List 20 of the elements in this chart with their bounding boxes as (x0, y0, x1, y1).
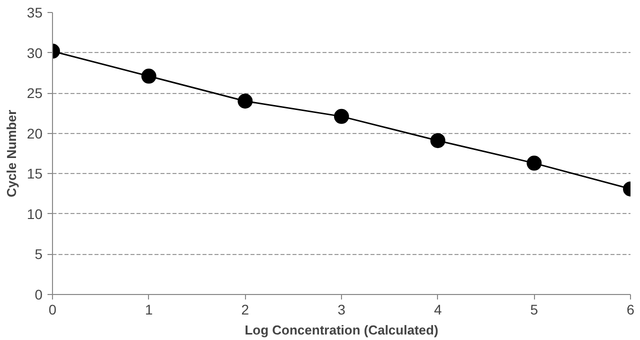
point (430, 133, 446, 148)
y-tick-label: 30 (26, 44, 43, 61)
point (334, 108, 349, 124)
y-tick-label: 20 (26, 125, 43, 142)
x-tick-label: 3 (338, 302, 346, 318)
x-tick-label: 5 (530, 302, 538, 318)
y-tick-label: 15 (26, 166, 43, 182)
x-tick-label: 2 (241, 302, 250, 318)
x-axis-title: Log Concentration (Calculated) (244, 322, 438, 338)
y-tick-label: 25 (26, 85, 43, 102)
y-tick-label: 35 (26, 4, 43, 20)
x-tick-label: 6 (626, 302, 635, 318)
point (238, 94, 253, 109)
x-tick-label: 1 (144, 302, 153, 318)
y-tick-label: 5 (34, 246, 43, 262)
x-tick-label: 0 (48, 302, 57, 318)
y-tick-label: 0 (34, 286, 43, 302)
y-tick-label: 10 (26, 206, 43, 222)
x-tick-label: 4 (434, 302, 442, 318)
y-axis-title: Cycle Number (4, 110, 19, 198)
